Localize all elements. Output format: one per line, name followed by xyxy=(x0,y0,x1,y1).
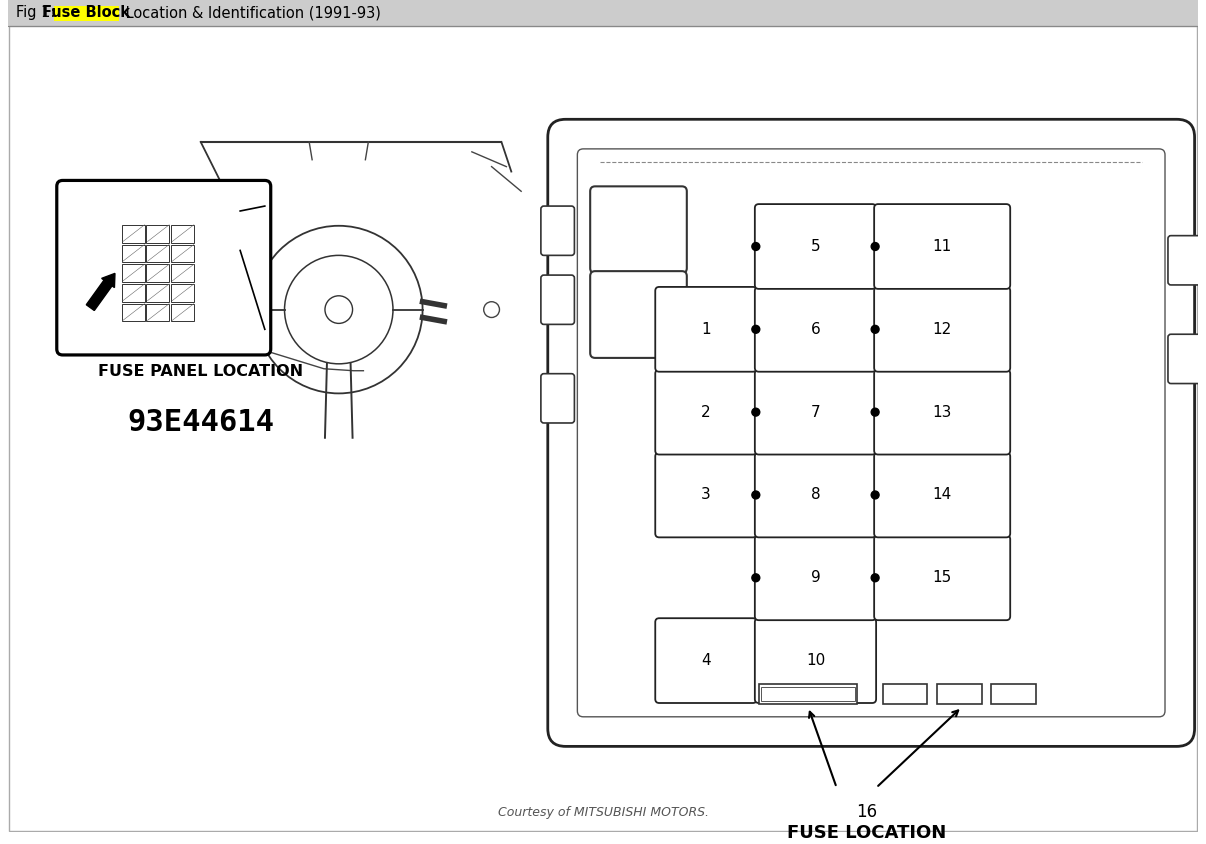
Bar xyxy=(122,225,145,242)
FancyBboxPatch shape xyxy=(755,370,876,455)
FancyBboxPatch shape xyxy=(540,206,574,256)
Text: 16: 16 xyxy=(856,803,877,820)
FancyBboxPatch shape xyxy=(755,618,876,703)
Bar xyxy=(171,225,194,242)
Text: 14: 14 xyxy=(932,488,952,502)
Bar xyxy=(171,304,194,322)
Circle shape xyxy=(751,491,760,499)
FancyBboxPatch shape xyxy=(655,452,757,538)
FancyBboxPatch shape xyxy=(655,370,757,455)
Bar xyxy=(146,245,169,262)
Circle shape xyxy=(871,574,879,582)
Text: 2: 2 xyxy=(701,404,710,419)
Circle shape xyxy=(751,574,760,582)
Bar xyxy=(171,264,194,282)
Circle shape xyxy=(871,242,879,251)
Text: 93E44614: 93E44614 xyxy=(127,408,274,437)
Text: Location & Identification (1991-93): Location & Identification (1991-93) xyxy=(121,5,381,20)
Bar xyxy=(146,264,169,282)
Circle shape xyxy=(751,326,760,333)
FancyBboxPatch shape xyxy=(755,535,876,620)
Circle shape xyxy=(751,408,760,416)
FancyBboxPatch shape xyxy=(655,287,757,371)
FancyBboxPatch shape xyxy=(755,287,876,371)
Bar xyxy=(122,245,145,262)
Text: 10: 10 xyxy=(806,653,825,668)
Text: Fig 1:: Fig 1: xyxy=(17,5,60,20)
Text: FUSE PANEL LOCATION: FUSE PANEL LOCATION xyxy=(98,365,303,379)
Text: 6: 6 xyxy=(810,322,820,337)
Circle shape xyxy=(871,491,879,499)
Text: 12: 12 xyxy=(932,322,952,337)
FancyBboxPatch shape xyxy=(874,287,1011,371)
Bar xyxy=(146,225,169,242)
Text: Courtesy of MITSUBISHI MOTORS.: Courtesy of MITSUBISHI MOTORS. xyxy=(498,806,708,819)
Text: 4: 4 xyxy=(701,653,710,668)
FancyBboxPatch shape xyxy=(874,452,1011,538)
Text: 7: 7 xyxy=(810,404,820,419)
FancyBboxPatch shape xyxy=(874,535,1011,620)
Bar xyxy=(8,0,1198,25)
Text: 9: 9 xyxy=(810,571,820,585)
FancyBboxPatch shape xyxy=(590,271,686,358)
FancyBboxPatch shape xyxy=(755,204,876,289)
Text: 11: 11 xyxy=(932,239,952,254)
Bar xyxy=(883,684,927,704)
Bar xyxy=(54,6,119,21)
Circle shape xyxy=(871,326,879,333)
FancyArrow shape xyxy=(87,273,115,311)
FancyBboxPatch shape xyxy=(1167,334,1201,383)
Bar xyxy=(122,304,145,322)
Bar xyxy=(937,684,982,704)
Bar xyxy=(122,264,145,282)
FancyBboxPatch shape xyxy=(874,204,1011,289)
Circle shape xyxy=(871,408,879,416)
Text: 15: 15 xyxy=(932,571,952,585)
Text: 5: 5 xyxy=(810,239,820,254)
Bar xyxy=(171,245,194,262)
Bar xyxy=(122,284,145,301)
FancyBboxPatch shape xyxy=(540,374,574,423)
Circle shape xyxy=(751,242,760,251)
FancyBboxPatch shape xyxy=(548,119,1195,746)
Bar xyxy=(761,687,855,701)
FancyBboxPatch shape xyxy=(540,275,574,324)
Bar xyxy=(171,284,194,301)
FancyBboxPatch shape xyxy=(655,618,757,703)
Text: 13: 13 xyxy=(932,404,952,419)
FancyBboxPatch shape xyxy=(755,452,876,538)
FancyBboxPatch shape xyxy=(578,149,1165,717)
Text: 1: 1 xyxy=(701,322,710,337)
Bar xyxy=(991,684,1036,704)
Bar xyxy=(146,304,169,322)
Bar xyxy=(146,284,169,301)
FancyBboxPatch shape xyxy=(57,181,270,355)
FancyBboxPatch shape xyxy=(874,370,1011,455)
FancyBboxPatch shape xyxy=(590,187,686,273)
FancyBboxPatch shape xyxy=(1167,235,1201,285)
Text: 8: 8 xyxy=(810,488,820,502)
Text: Fuse Block: Fuse Block xyxy=(42,5,130,20)
Text: FUSE LOCATION: FUSE LOCATION xyxy=(786,825,946,842)
Text: 3: 3 xyxy=(701,488,710,502)
Bar xyxy=(759,684,857,704)
